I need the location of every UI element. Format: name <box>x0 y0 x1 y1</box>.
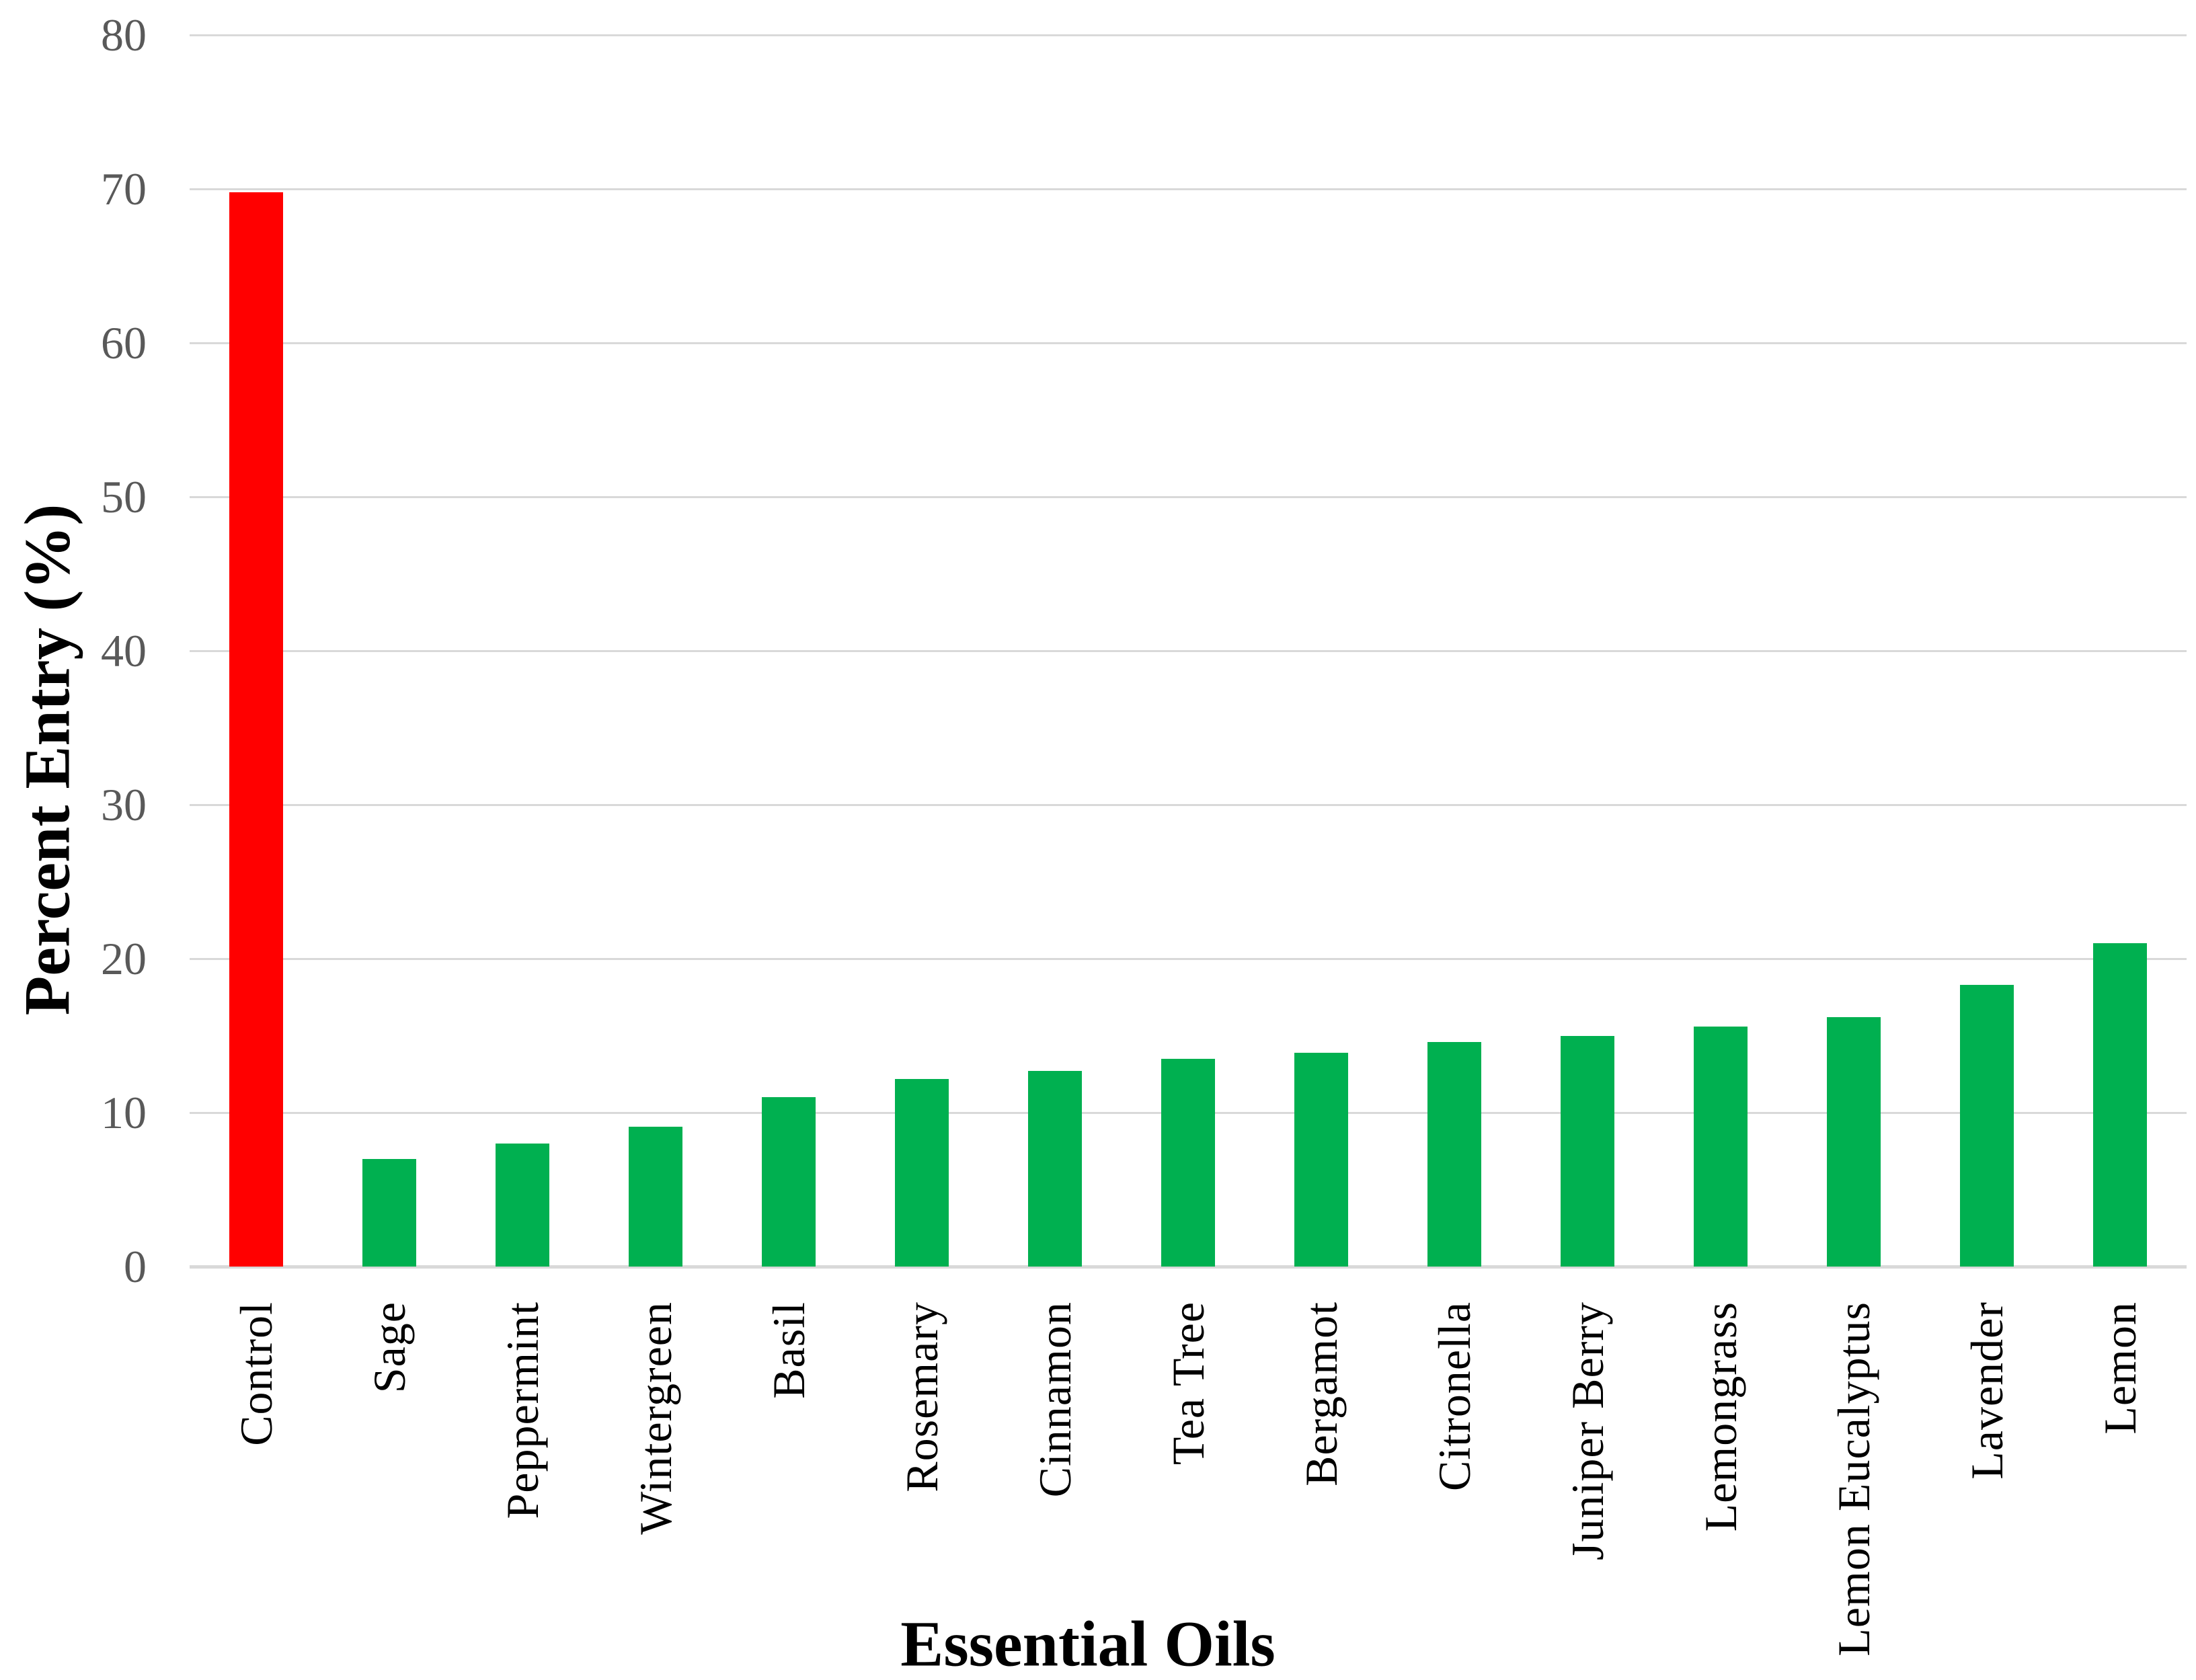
y-tick-label: 20 <box>101 933 147 984</box>
gridline <box>190 34 2187 36</box>
y-tick-label: 50 <box>101 471 147 522</box>
x-category-label: Basil <box>763 1302 814 1399</box>
gridline <box>190 188 2187 190</box>
bar-tea-tree <box>1161 1059 1215 1267</box>
y-tick-label: 30 <box>101 779 147 830</box>
y-tick-label: 0 <box>124 1241 147 1292</box>
bar-lavender <box>1960 985 2014 1267</box>
gridline <box>190 650 2187 652</box>
bar-lemon <box>2093 943 2147 1267</box>
gridline <box>190 342 2187 344</box>
bar-rosemary <box>895 1079 949 1267</box>
y-tick-label: 60 <box>101 317 147 368</box>
x-category-label: Wintergreen <box>630 1302 681 1535</box>
gridline <box>190 958 2187 960</box>
bar-lemon-eucalyptus <box>1827 1017 1881 1267</box>
bar-cinnamon <box>1028 1071 1082 1267</box>
bar-lemongrass <box>1694 1027 1748 1267</box>
y-tick-label: 10 <box>101 1087 147 1138</box>
x-category-label: Rosemary <box>896 1302 947 1492</box>
bar-peppermint <box>496 1144 549 1267</box>
x-category-label: Lemongrass <box>1695 1302 1746 1532</box>
bar-basil <box>762 1097 816 1267</box>
bar-bergamot <box>1294 1053 1348 1267</box>
x-category-label: Tea Tree <box>1163 1302 1214 1466</box>
x-category-label: Peppermint <box>497 1302 548 1519</box>
bar-sage <box>362 1159 416 1267</box>
y-tick-label: 70 <box>101 163 147 214</box>
x-category-label: Lavender <box>1961 1302 2012 1480</box>
gridline <box>190 804 2187 806</box>
x-category-label: Lemon Eucalyptus <box>1828 1302 1879 1656</box>
bar-wintergreen <box>629 1127 682 1267</box>
bar-control <box>229 192 283 1267</box>
y-tick-label: 40 <box>101 625 147 676</box>
bar-citronella <box>1427 1042 1481 1267</box>
x-axis-title: Essential Oils <box>900 1607 1276 1680</box>
x-category-label: Cinnamon <box>1029 1302 1081 1498</box>
x-category-label: Citronella <box>1429 1302 1480 1491</box>
gridline <box>190 496 2187 498</box>
bar-juniper-berry <box>1561 1036 1614 1267</box>
x-category-label: Lemon <box>2094 1302 2146 1435</box>
x-category-label: Sage <box>364 1302 415 1394</box>
x-axis-line <box>190 1265 2187 1269</box>
x-category-label: Juniper Berry <box>1562 1302 1613 1561</box>
y-tick-label: 80 <box>101 9 147 61</box>
x-category-label: Bergamot <box>1296 1302 1347 1486</box>
x-category-label: Control <box>231 1302 282 1446</box>
